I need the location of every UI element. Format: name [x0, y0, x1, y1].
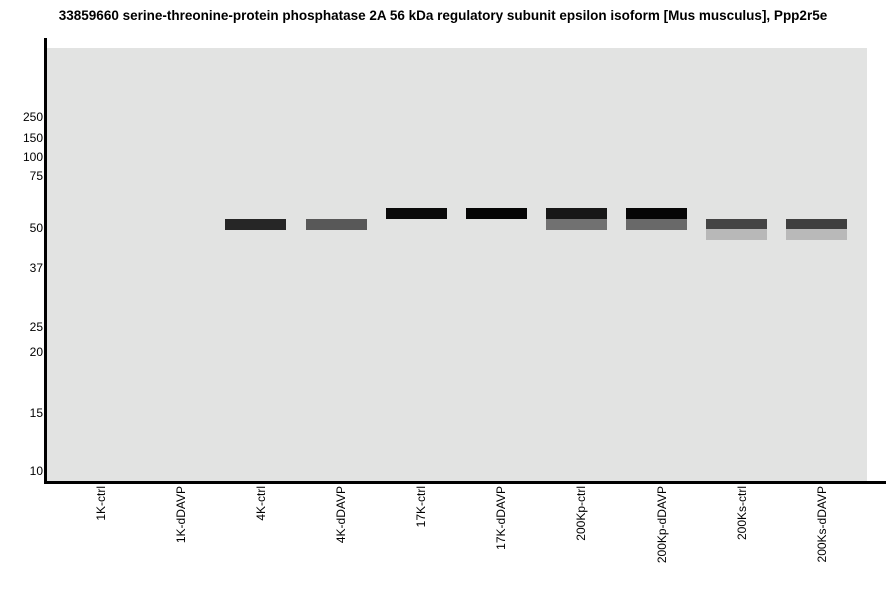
mw-marker-label: 15 — [29, 406, 43, 420]
lane-label: 200Ks-dDAVP — [814, 486, 829, 563]
gel-band — [626, 208, 688, 219]
mw-marker-label: 75 — [29, 169, 43, 183]
lane-label: 200Kp-dDAVP — [654, 486, 669, 564]
mw-marker-label: 25 — [29, 320, 43, 334]
gel-band — [626, 219, 688, 230]
gel-band — [545, 219, 607, 230]
mw-marker-label: 50 — [29, 221, 43, 235]
gel-band — [225, 219, 287, 230]
gel-band — [786, 229, 848, 240]
mw-marker-label: 150 — [22, 131, 43, 145]
lane-label: 200Ks-ctrl — [734, 486, 749, 541]
lane-label: 17K-ctrl — [414, 486, 429, 528]
gel-band — [465, 207, 527, 219]
x-axis-line — [44, 481, 886, 484]
mw-marker-label: 250 — [22, 110, 43, 124]
lane-label: 1K-dDAVP — [173, 486, 188, 544]
lane-label: 17K-dDAVP — [494, 486, 509, 550]
lane-label: 1K-ctrl — [93, 486, 108, 521]
mw-marker-label: 100 — [22, 150, 43, 164]
gel-band — [706, 218, 768, 229]
lane-label: 200Kp-ctrl — [574, 486, 589, 541]
mw-marker-label: 20 — [29, 345, 43, 359]
mw-marker-label: 37 — [29, 261, 43, 275]
mw-marker-label: 10 — [29, 464, 43, 478]
gel-panel — [47, 48, 867, 481]
gel-band — [545, 208, 607, 219]
lane-label: 4K-ctrl — [253, 486, 268, 521]
gel-band — [305, 219, 367, 230]
gel-band — [385, 207, 447, 219]
y-axis-line — [44, 38, 47, 483]
lane-label: 4K-dDAVP — [334, 486, 348, 544]
gel-band — [706, 229, 768, 240]
chart-title: 33859660 serine-threonine-protein phosph… — [58, 8, 828, 23]
gel-band — [786, 218, 848, 229]
